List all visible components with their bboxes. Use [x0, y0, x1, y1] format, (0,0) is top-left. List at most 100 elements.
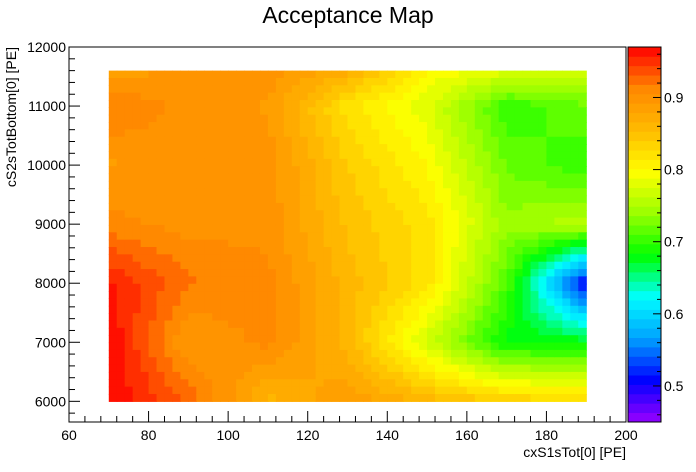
heatmap-cell [427, 364, 436, 373]
heatmap-cell [498, 276, 508, 285]
heatmap-cell [307, 276, 317, 285]
heatmap-cell [108, 210, 118, 219]
heatmap-cell [482, 70, 492, 79]
heatmap-cell [259, 166, 269, 175]
heatmap-cell [323, 151, 333, 160]
heatmap-cell [299, 335, 309, 344]
heatmap-cell [164, 327, 174, 336]
heatmap-cell [315, 261, 325, 270]
heatmap-cell [562, 122, 571, 131]
heatmap-cell [259, 283, 269, 292]
heatmap-cell [212, 70, 221, 79]
heatmap-cell [267, 180, 277, 189]
heatmap-cell [220, 202, 229, 211]
heatmap-cell [188, 371, 197, 380]
heatmap-cell [172, 291, 181, 300]
heatmap-cell [442, 92, 452, 101]
heatmap-cell [514, 210, 524, 219]
heatmap-cell [307, 107, 317, 116]
heatmap-cell [220, 298, 229, 307]
heatmap-cell [474, 224, 484, 233]
heatmap-cell [148, 173, 158, 182]
heatmap-cell [355, 371, 365, 380]
heatmap-cell [108, 364, 118, 373]
heatmap-cell [466, 122, 476, 131]
heatmap-cell [220, 158, 229, 167]
heatmap-cell [204, 342, 213, 351]
heatmap-cell [140, 335, 150, 344]
heatmap-cell [164, 276, 174, 285]
heatmap-cell [220, 224, 229, 233]
heatmap-cell [435, 70, 444, 79]
heatmap-cell [283, 239, 293, 248]
heatmap-cell [180, 122, 189, 131]
heatmap-cell [124, 305, 134, 314]
heatmap-cell [466, 100, 476, 108]
heatmap-cell [124, 188, 134, 197]
heatmap-cell [458, 247, 468, 255]
heatmap-cell [140, 77, 150, 86]
heatmap-cell [132, 195, 142, 204]
heatmap-cell [442, 335, 452, 344]
heatmap-cell [244, 151, 253, 160]
heatmap-cell [514, 261, 524, 270]
heatmap-cell [204, 224, 213, 233]
heatmap-cell [482, 335, 492, 344]
heatmap-cell [323, 386, 333, 395]
heatmap-cell [546, 114, 555, 123]
heatmap-cell [180, 364, 189, 373]
heatmap-cell [450, 364, 460, 373]
heatmap-cell [212, 107, 221, 116]
heatmap-cell [474, 269, 484, 277]
heatmap-cell [387, 335, 396, 344]
heatmap-cell [291, 195, 301, 204]
heatmap-cell [363, 313, 372, 322]
heatmap-cell [283, 357, 293, 366]
heatmap-cell [204, 371, 213, 380]
heatmap-cell [204, 269, 213, 277]
heatmap-cell [172, 364, 181, 373]
heatmap-cell [180, 254, 189, 263]
heatmap-cell [514, 85, 524, 94]
heatmap-cell [164, 298, 174, 307]
heatmap-cell [379, 269, 388, 277]
heatmap-cell [148, 107, 158, 116]
heatmap-cell [140, 357, 150, 366]
heatmap-cell [267, 224, 277, 233]
heatmap-cell [490, 342, 500, 351]
heatmap-cell [522, 327, 532, 336]
heatmap-cell [291, 151, 301, 160]
heatmap-cell [442, 114, 452, 123]
heatmap-cell [307, 313, 317, 322]
heatmap-cell [435, 313, 444, 322]
heatmap-cell [506, 239, 516, 248]
colorbar-tick-label: 0.6 [664, 306, 684, 322]
heatmap-cell [506, 327, 516, 336]
heatmap-cell [403, 70, 412, 79]
heatmap-cell [252, 173, 261, 182]
heatmap-cell [188, 224, 197, 233]
heatmap-cell [474, 173, 484, 182]
heatmap-cell [490, 144, 500, 153]
heatmap-cell [323, 276, 333, 285]
heatmap-cell [156, 224, 166, 233]
heatmap-cell [252, 371, 261, 380]
heatmap-cell [395, 129, 404, 138]
heatmap-cell [132, 313, 142, 322]
heatmap-cell [252, 136, 261, 145]
heatmap-cell [482, 393, 492, 402]
heatmap-cell [554, 136, 563, 145]
heatmap-cell [506, 269, 516, 277]
heatmap-cell [116, 136, 126, 145]
heatmap-cell [347, 151, 357, 160]
heatmap-cell [283, 305, 293, 314]
heatmap-cell [379, 327, 388, 336]
heatmap-cell [387, 92, 396, 101]
heatmap-cell [259, 136, 269, 145]
heatmap-cell [116, 180, 126, 189]
heatmap-cell [172, 188, 181, 197]
heatmap-cell [132, 114, 142, 123]
heatmap-cell [220, 122, 229, 131]
heatmap-cell [498, 291, 508, 300]
colorbar-tick-label: 0.7 [664, 234, 684, 250]
